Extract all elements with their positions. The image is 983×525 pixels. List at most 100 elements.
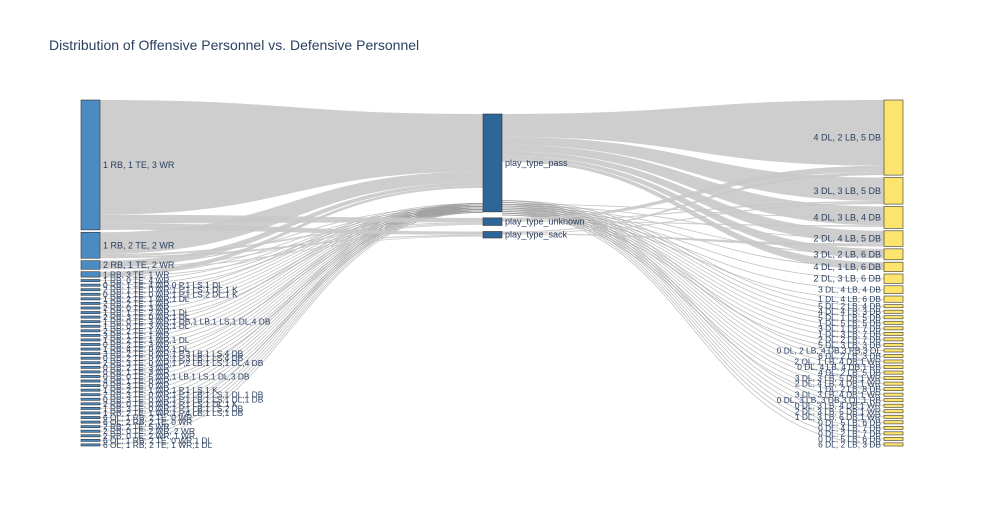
offense-node-18[interactable]: [80, 343, 101, 346]
defense-node-13[interactable]: [883, 326, 904, 331]
offense-node-11[interactable]: [80, 311, 101, 314]
offense-node-label-31: 2 RB, 0 TE, 0 WR,1 P,1 LS,1 DL,1 K: [103, 399, 238, 409]
defense-node-31[interactable]: [883, 425, 904, 430]
defense-node-22[interactable]: [883, 376, 904, 380]
offense-node-9[interactable]: [80, 302, 101, 305]
defense-node-16[interactable]: [883, 343, 904, 347]
offense-node-1[interactable]: [80, 231, 101, 259]
offense-node-20[interactable]: [80, 352, 101, 356]
offense-node-36[interactable]: [80, 425, 101, 429]
offense-node-10[interactable]: [80, 306, 101, 310]
defense-node-32[interactable]: [883, 431, 904, 436]
offense-node-label-26: 4 RB, 1 TE, 0 WR: [103, 376, 169, 386]
defense-node-26[interactable]: [883, 398, 904, 403]
defense-node-0[interactable]: [883, 99, 904, 176]
defense-node-3[interactable]: [883, 230, 904, 247]
offense-node-31[interactable]: [80, 402, 101, 406]
offense-node-label-32: 1 RB, 3 TE, 0 WR,1 P,1 LB,1 LS,2 DB: [103, 403, 244, 413]
defense-node-25[interactable]: [883, 392, 904, 397]
defense-node-17[interactable]: [883, 348, 904, 353]
offense-node-25[interactable]: [80, 375, 101, 378]
offense-play-link-9: [100, 185, 483, 277]
offense-node-14[interactable]: [80, 324, 101, 328]
offense-node-27[interactable]: [80, 384, 101, 387]
offense-node-label-13: 1 RB, 0 TE, 3 WR,1 DB,1 LB,1 LS,1 DL,4 D…: [103, 317, 271, 327]
offense-node-6[interactable]: [80, 288, 101, 292]
offense-node-0[interactable]: [80, 99, 101, 231]
play-defense-link-9: [502, 171, 884, 233]
offense-node-22[interactable]: [80, 361, 101, 365]
offense-node-12[interactable]: [80, 315, 101, 319]
offense-node-40[interactable]: [80, 443, 101, 447]
offense-node-34[interactable]: [80, 416, 101, 419]
defense-fan-link-15: [501, 211, 885, 340]
defense-node-9[interactable]: [883, 304, 904, 309]
defense-fan-link-21: [501, 205, 885, 373]
offense-node-label-12: 2 RB, 3 TE, 0 WR,1 DL: [103, 312, 190, 322]
defense-node-5[interactable]: [883, 261, 904, 272]
defense-node-4[interactable]: [883, 248, 904, 261]
play-node-1[interactable]: [482, 217, 503, 226]
offense-node-32[interactable]: [80, 407, 101, 410]
defense-node-2[interactable]: [883, 206, 904, 229]
defense-node-23[interactable]: [883, 381, 904, 386]
defense-node-33[interactable]: [883, 437, 904, 441]
offense-node-label-30: 0 RB, 3 TE, 0 WR,1 P,1 LB,1 LS,1 DL,1 DB: [103, 394, 264, 404]
offense-node-37[interactable]: [80, 429, 101, 433]
offense-node-13[interactable]: [80, 320, 101, 324]
defense-node-label-1: 3 DL, 3 LB, 5 DB: [813, 186, 881, 196]
offense-node-7[interactable]: [80, 292, 101, 296]
play-defense-link-2: [502, 144, 884, 226]
offense-fan-link-35: [99, 202, 484, 423]
defense-node-20[interactable]: [883, 365, 904, 369]
offense-node-8[interactable]: [80, 297, 101, 301]
defense-node-12[interactable]: [883, 320, 904, 325]
offense-node-3[interactable]: [80, 271, 101, 278]
defense-node-34[interactable]: [883, 442, 904, 447]
defense-node-1[interactable]: [883, 177, 904, 205]
offense-node-23[interactable]: [80, 365, 101, 369]
defense-node-11[interactable]: [883, 315, 904, 320]
defense-node-28[interactable]: [883, 409, 904, 414]
defense-node-6[interactable]: [883, 273, 904, 284]
defense-node-label-5: 4 DL, 1 LB, 6 DB: [813, 262, 881, 272]
offense-node-label-6: 2 RB, 1 TE, 0 WR,1 P,1 LS,1 DL,1 K: [103, 285, 238, 295]
offense-node-label-19: 1 RB, 4 TE, 0 WR,1 DL: [103, 344, 190, 354]
defense-node-15[interactable]: [883, 337, 904, 342]
offense-node-38[interactable]: [80, 434, 101, 438]
offense-node-16[interactable]: [80, 333, 101, 337]
offense-node-label-25: 0 RB, 0 TE, 5 WR,1 LB,1 LS,1 DL,3 DB: [103, 371, 250, 381]
offense-node-15[interactable]: [80, 329, 101, 333]
offense-node-label-7: 0 RB, 1 TE, 0 WR,1 P,1 LS,2 DL,1 K: [103, 289, 238, 299]
offense-node-39[interactable]: [80, 438, 101, 442]
offense-node-35[interactable]: [80, 420, 101, 424]
offense-node-33[interactable]: [80, 411, 101, 415]
offense-node-17[interactable]: [80, 338, 101, 342]
offense-node-26[interactable]: [80, 379, 101, 383]
play-node-0[interactable]: [482, 113, 503, 213]
defense-node-10[interactable]: [883, 309, 904, 314]
play-node-2[interactable]: [482, 231, 503, 239]
defense-node-29[interactable]: [883, 414, 904, 419]
defense-node-label-29: 1 DL, 3 LB, 6 DB,1 WR: [795, 412, 881, 422]
defense-node-8[interactable]: [883, 295, 904, 303]
defense-node-label-2: 4 DL, 3 LB, 4 DB: [813, 212, 881, 222]
defense-node-19[interactable]: [883, 359, 904, 364]
offense-node-4[interactable]: [80, 279, 101, 282]
offense-node-21[interactable]: [80, 356, 101, 360]
offense-node-24[interactable]: [80, 370, 101, 374]
defense-node-27[interactable]: [883, 403, 904, 408]
offense-node-5[interactable]: [80, 283, 101, 287]
defense-node-7[interactable]: [883, 285, 904, 294]
defense-node-21[interactable]: [883, 370, 904, 375]
defense-node-30[interactable]: [883, 420, 904, 425]
offense-node-2[interactable]: [80, 260, 101, 270]
offense-node-30[interactable]: [80, 397, 101, 401]
defense-node-14[interactable]: [883, 331, 904, 336]
offense-node-19[interactable]: [80, 347, 101, 351]
defense-fan-link-33: [501, 211, 885, 440]
defense-node-18[interactable]: [883, 354, 904, 358]
offense-node-28[interactable]: [80, 388, 101, 392]
offense-node-29[interactable]: [80, 393, 101, 397]
defense-node-24[interactable]: [883, 387, 904, 392]
